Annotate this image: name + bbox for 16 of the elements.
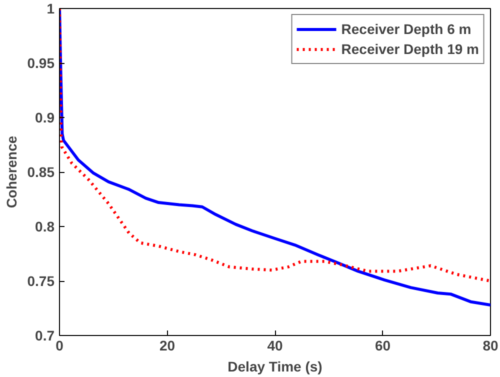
x-tick-label: 40 (267, 338, 283, 354)
y-axis-title: Coherence (3, 136, 20, 208)
y-tick-label: 0.95 (27, 55, 55, 71)
y-tick-label: 1 (46, 0, 55, 16)
y-tick-label: 0.7 (35, 328, 55, 344)
legend-label: Receiver Depth 19 m (341, 41, 479, 57)
x-tick-label: 60 (374, 338, 391, 354)
y-tick-label: 0.9 (35, 110, 55, 126)
x-tick-label: 0 (56, 338, 64, 354)
legend-label: Receiver Depth 6 m (341, 21, 472, 37)
y-tick-label: 0.8 (35, 218, 55, 234)
x-tick-label: 20 (159, 338, 176, 354)
y-tick-label: 0.85 (27, 164, 55, 180)
x-tick-label: 80 (482, 338, 498, 354)
y-tick-label: 0.75 (27, 273, 55, 289)
x-axis-title: Delay Time (s) (228, 358, 322, 374)
